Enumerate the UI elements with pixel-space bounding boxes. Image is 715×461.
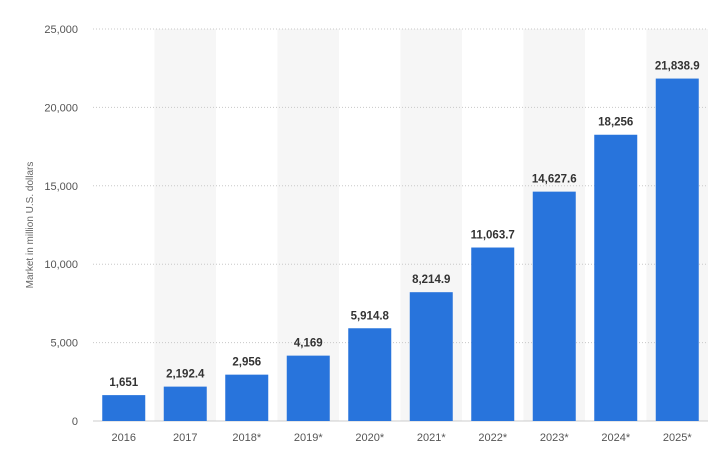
y-tick-label: 15,000 [44,181,78,193]
x-tick-label: 2016 [112,432,136,444]
data-label: 8,214.9 [412,274,450,286]
bar[interactable] [163,386,207,421]
data-label: 1,651 [109,377,138,389]
y-axis-ticks: 0 5,000 10,000 15,000 20,000 25,000 [44,24,78,428]
bar[interactable] [102,395,146,421]
y-tick-label: 25,000 [44,24,78,36]
bar[interactable] [409,292,453,421]
y-tick-label: 20,000 [44,102,78,114]
x-tick-label: 2024* [601,432,630,444]
background-band [154,29,216,421]
x-tick-label: 2017 [173,432,197,444]
value-labels: 1,651 2,192.4 2,956 4,169 5,914.8 8,214.9 11,0… [109,61,699,390]
bar[interactable] [532,191,576,421]
data-label: 2,192.4 [166,369,205,381]
bar[interactable] [471,247,515,421]
data-label: 4,169 [294,338,323,350]
y-tick-label: 0 [72,416,78,428]
bar[interactable] [225,374,269,421]
y-axis-label: Market in million U.S. dollars [25,162,36,289]
bar[interactable] [594,134,638,422]
x-tick-label: 2022* [478,432,507,444]
x-tick-label: 2019* [294,432,323,444]
x-tick-label: 2018* [232,432,261,444]
data-label: 14,627.6 [532,174,577,186]
data-label: 18,256 [598,117,633,129]
y-tick-label: 10,000 [44,259,78,271]
bar[interactable] [655,78,699,422]
y-tick-label: 5,000 [50,338,78,350]
x-tick-label: 2023* [540,432,569,444]
data-label: 21,838.9 [655,61,700,73]
bar[interactable] [348,328,392,421]
x-tick-label: 2021* [417,432,446,444]
x-axis-ticks: 2016 2017 2018* 2019* 2020* 2021* 2022* 2023* 20… [112,432,693,444]
data-label: 5,914.8 [351,310,390,322]
bar[interactable] [286,355,330,421]
bars [102,78,699,422]
x-tick-label: 2020* [355,432,384,444]
data-label: 11,063.7 [471,230,515,242]
x-tick-label: 2025* [663,432,692,444]
data-label: 2,956 [232,357,261,369]
